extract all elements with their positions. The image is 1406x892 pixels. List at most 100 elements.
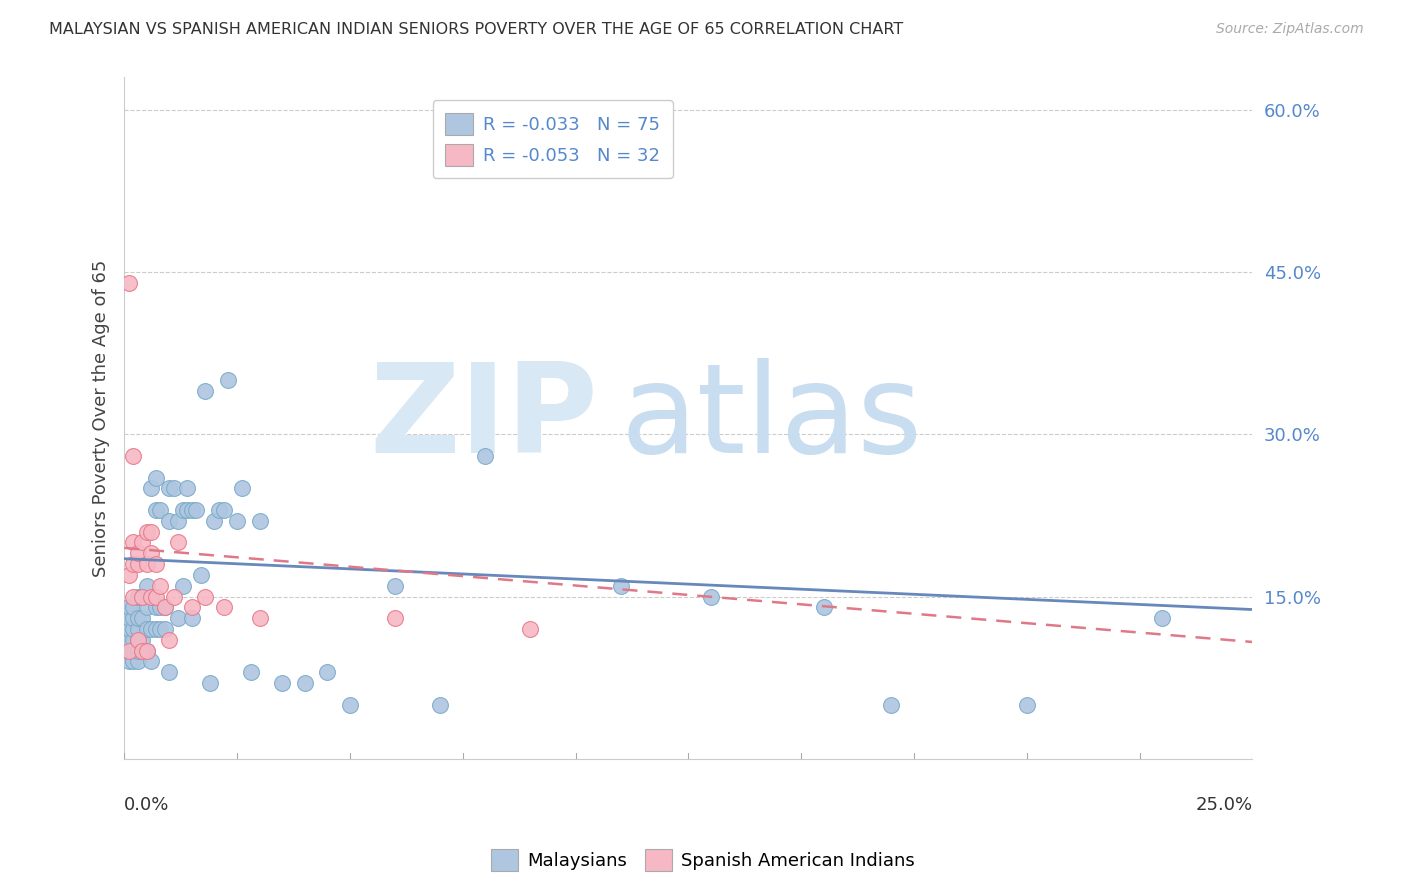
Point <box>127 632 149 647</box>
Legend: R = -0.033   N = 75, R = -0.053   N = 32: R = -0.033 N = 75, R = -0.053 N = 32 <box>433 100 673 178</box>
Point <box>190 568 212 582</box>
Point <box>239 665 262 680</box>
Point <box>141 524 163 539</box>
Point <box>141 546 163 560</box>
Point <box>122 622 145 636</box>
Point <box>122 535 145 549</box>
Legend: Malaysians, Spanish American Indians: Malaysians, Spanish American Indians <box>484 842 922 879</box>
Point <box>118 276 141 290</box>
Point <box>131 643 153 657</box>
Point <box>141 655 163 669</box>
Point <box>122 643 145 657</box>
Point <box>118 622 141 636</box>
Point <box>118 655 141 669</box>
Point <box>122 590 145 604</box>
Point <box>127 655 149 669</box>
Point <box>474 449 496 463</box>
Point <box>198 676 221 690</box>
Point <box>163 482 186 496</box>
Point <box>157 514 180 528</box>
Point <box>145 557 167 571</box>
Point <box>135 524 157 539</box>
Point <box>157 632 180 647</box>
Point <box>249 611 271 625</box>
Point <box>271 676 294 690</box>
Point <box>194 590 217 604</box>
Point <box>135 622 157 636</box>
Point <box>167 535 190 549</box>
Point <box>194 384 217 398</box>
Point <box>127 590 149 604</box>
Point <box>131 611 153 625</box>
Text: atlas: atlas <box>620 358 922 479</box>
Point <box>880 698 903 712</box>
Point <box>157 482 180 496</box>
Point <box>149 622 172 636</box>
Text: MALAYSIAN VS SPANISH AMERICAN INDIAN SENIORS POVERTY OVER THE AGE OF 65 CORRELAT: MALAYSIAN VS SPANISH AMERICAN INDIAN SEN… <box>49 22 904 37</box>
Point <box>141 482 163 496</box>
Point <box>231 482 253 496</box>
Point <box>122 449 145 463</box>
Point <box>127 622 149 636</box>
Point <box>172 579 194 593</box>
Point <box>131 590 153 604</box>
Point <box>135 643 157 657</box>
Point <box>141 622 163 636</box>
Point <box>127 643 149 657</box>
Point <box>226 514 249 528</box>
Point <box>118 611 141 625</box>
Point <box>180 611 202 625</box>
Point <box>127 632 149 647</box>
Point <box>122 611 145 625</box>
Point <box>118 643 141 657</box>
Point <box>700 590 723 604</box>
Point <box>157 665 180 680</box>
Point <box>204 514 226 528</box>
Point <box>135 643 157 657</box>
Point <box>294 676 316 690</box>
Point <box>1015 698 1038 712</box>
Point <box>149 503 172 517</box>
Point <box>135 557 157 571</box>
Point <box>131 590 153 604</box>
Point <box>118 643 141 657</box>
Point <box>429 698 451 712</box>
Point <box>122 600 145 615</box>
Text: 25.0%: 25.0% <box>1195 797 1253 814</box>
Point <box>153 600 176 615</box>
Point <box>153 600 176 615</box>
Text: ZIP: ZIP <box>370 358 598 479</box>
Point <box>172 503 194 517</box>
Point <box>212 600 235 615</box>
Point <box>135 579 157 593</box>
Point <box>127 557 149 571</box>
Point <box>145 600 167 615</box>
Y-axis label: Seniors Poverty Over the Age of 65: Seniors Poverty Over the Age of 65 <box>93 260 110 577</box>
Point <box>217 373 239 387</box>
Point <box>208 503 231 517</box>
Point <box>519 622 541 636</box>
Point <box>145 622 167 636</box>
Point <box>1152 611 1174 625</box>
Point <box>167 514 190 528</box>
Point <box>141 590 163 604</box>
Point <box>145 503 167 517</box>
Point <box>118 632 141 647</box>
Point <box>384 579 406 593</box>
Point <box>149 600 172 615</box>
Point <box>131 643 153 657</box>
Point <box>176 503 198 517</box>
Point <box>180 503 202 517</box>
Point <box>813 600 835 615</box>
Point <box>122 632 145 647</box>
Text: 0.0%: 0.0% <box>124 797 170 814</box>
Point <box>118 600 141 615</box>
Point <box>149 579 172 593</box>
Point <box>131 632 153 647</box>
Point <box>609 579 631 593</box>
Point <box>163 590 186 604</box>
Point <box>145 470 167 484</box>
Point <box>122 557 145 571</box>
Point <box>131 535 153 549</box>
Point <box>316 665 339 680</box>
